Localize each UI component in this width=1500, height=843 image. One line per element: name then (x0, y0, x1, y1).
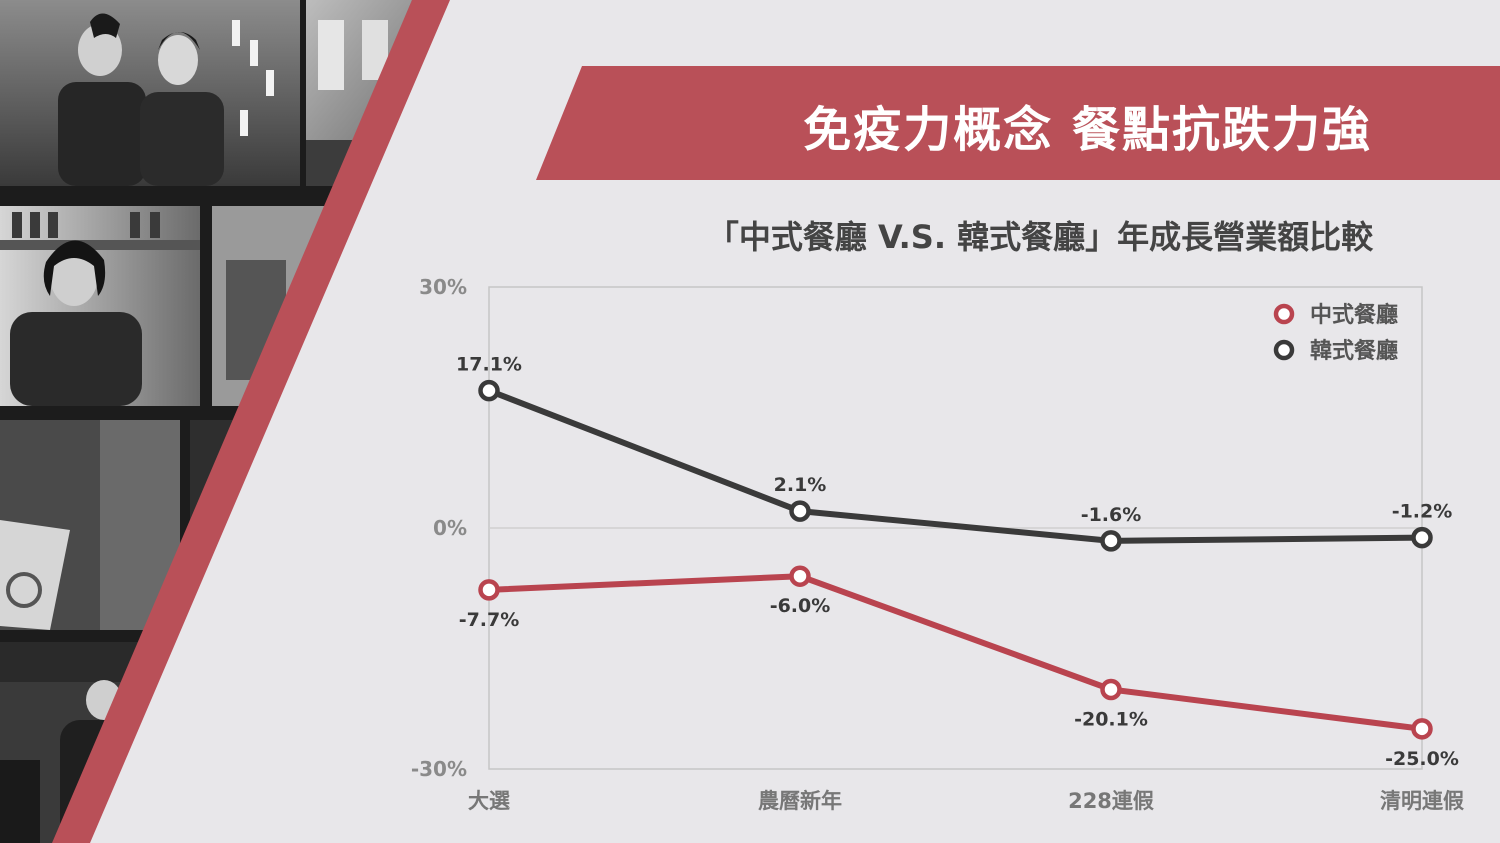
page-title: 免疫力概念 餐點抗跌力強 (803, 102, 1372, 158)
legend-item-label: 中式餐廳 (1310, 302, 1398, 328)
title-banner: 免疫力概念 餐點抗跌力強 (536, 66, 1500, 180)
data-label: 2.1% (774, 474, 827, 496)
series-line-1 (486, 387, 1425, 544)
x-tick-label: 228連假 (1068, 789, 1154, 813)
series-points (478, 379, 1433, 740)
y-axis-ticks: 30% 0% -30% (411, 275, 467, 781)
legend-item-label: 韓式餐廳 (1310, 338, 1398, 364)
x-tick-label: 農曆新年 (758, 789, 842, 813)
data-point (789, 500, 811, 522)
data-point (789, 565, 811, 587)
y-tick-label: 30% (419, 275, 467, 299)
data-point (1100, 530, 1122, 552)
data-point (1411, 718, 1433, 740)
data-point (1100, 678, 1122, 701)
accent-stripe (52, 0, 450, 843)
data-label: -1.6% (1081, 504, 1142, 526)
legend-marker (1273, 303, 1295, 325)
x-tick-label: 大選 (468, 789, 510, 813)
data-label: -25.0% (1385, 748, 1459, 770)
data-point (1411, 526, 1433, 549)
series-lines (486, 387, 1425, 732)
y-tick-label: 0% (433, 516, 467, 540)
data-point (478, 379, 500, 402)
data-label: -6.0% (770, 595, 831, 617)
series-line-0 (486, 573, 1425, 732)
legend-marker (1273, 339, 1295, 361)
x-tick-label: 清明連假 (1380, 789, 1464, 813)
data-labels: -7.7% -6.0% -20.1% -25.0% 17.1% 2.1% -1.6% -1.2… (456, 354, 1459, 770)
data-label: 17.1% (456, 354, 522, 376)
photo-collage (0, 0, 450, 843)
data-label: -20.1% (1074, 708, 1148, 730)
data-point (478, 579, 500, 601)
x-axis-ticks: 大選 農曆新年 228連假 清明連假 (468, 789, 1464, 813)
data-label: -1.2% (1392, 501, 1453, 523)
chart-title: 「中式餐廳 V.S. 韓式餐廳」年成長營業額比較 (706, 218, 1374, 256)
y-tick-label: -30% (411, 757, 467, 781)
data-label: -7.7% (459, 609, 520, 631)
